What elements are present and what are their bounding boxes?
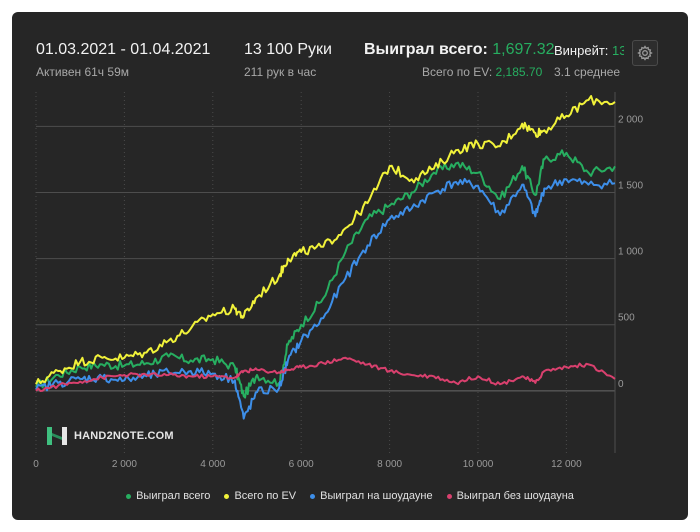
settings-gear-button[interactable]: [632, 40, 658, 66]
legend-item[interactable]: Выиграл без шоудауна: [446, 486, 574, 506]
legend-label: Выиграл на шоудауне: [320, 490, 433, 502]
date-range: 01.03.2021 - 01.04.2021: [36, 41, 211, 58]
active-time: Активен 61ч 59м: [36, 65, 129, 79]
legend-marker: [126, 493, 132, 499]
series-line-0: [35, 149, 616, 399]
won-total: Выиграл всего: 1,697.32: [364, 41, 555, 59]
y-tick-label: 1 500: [618, 180, 643, 191]
line-chart: 0 2 000 4 000 6 000 8 000 10 000 12 000 0 500 1 0…: [33, 92, 643, 470]
legend-label: Выиграл без шоудауна: [456, 490, 574, 502]
gear-icon: [637, 45, 653, 61]
hand2note-logo-text: HAND2NOTE.COM: [74, 430, 174, 442]
x-tick-label: 10 000: [463, 459, 494, 470]
grid: [35, 92, 616, 453]
y-tick-label: 1 000: [618, 247, 643, 258]
chart-legend: Выиграл всего Всего по EV Выиграл на шоуда…: [12, 486, 688, 506]
x-tick-label: 12 000: [551, 459, 582, 470]
won-total-label: Выиграл всего:: [364, 41, 488, 58]
y-tick-label: 500: [618, 313, 635, 324]
y-tick-label: 0: [618, 379, 624, 390]
tick-labels: 0 2 000 4 000 6 000 8 000 10 000 12 000 0 500 1 0…: [33, 114, 643, 470]
legend-marker: [310, 493, 316, 499]
hand2note-logo: HAND2NOTE.COM: [46, 426, 174, 446]
won-total-value: 1,697.32: [492, 41, 555, 58]
legend-marker: [446, 493, 452, 499]
chart-panel: 01.03.2021 - 01.04.2021 Активен 61ч 59м …: [12, 12, 688, 520]
hands-count: 13 100 Руки: [244, 41, 332, 58]
x-tick-label: 8 000: [377, 459, 402, 470]
hands-per-hour: 211 рук в час: [244, 65, 317, 79]
series-lines: [35, 95, 616, 420]
y-tick-label: 2 000: [618, 114, 643, 125]
series-line-3: [35, 356, 616, 392]
ev-value: 2,185.70: [495, 65, 543, 79]
x-tick-label: 6 000: [289, 459, 314, 470]
ev-total: Всего по EV: 2,185.70: [422, 65, 542, 79]
hand2note-logo-icon: [47, 427, 67, 445]
winrate-block: Винрейт: 13 3.1 среднее: [552, 40, 624, 90]
x-tick-label: 4 000: [200, 459, 225, 470]
winrate-value: 13: [612, 43, 624, 58]
legend-marker: [224, 493, 230, 499]
legend-item[interactable]: Выиграл на шоудауне: [310, 486, 433, 506]
x-tick-label: 2 000: [112, 459, 137, 470]
winrate-sub: 3.1 среднее: [554, 65, 621, 79]
ev-label: Всего по EV:: [422, 65, 493, 79]
legend-label: Выиграл всего: [136, 490, 211, 502]
series-line-1: [35, 95, 616, 385]
legend-item[interactable]: Всего по EV: [224, 486, 296, 506]
winrate-label: Винрейт:: [554, 43, 609, 58]
x-tick-label: 0: [33, 459, 39, 470]
winrate: Винрейт: 13: [554, 43, 624, 58]
legend-label: Всего по EV: [234, 490, 297, 502]
series-line-2: [35, 177, 616, 420]
legend-item[interactable]: Выиграл всего: [126, 486, 210, 506]
